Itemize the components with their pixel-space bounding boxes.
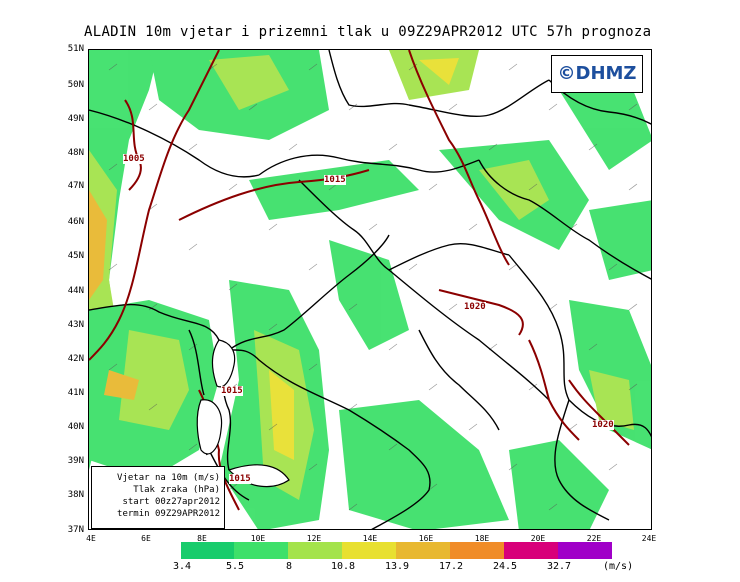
lat-label: 44N [67, 286, 84, 296]
lat-label: 50N [67, 80, 84, 90]
info-line: Vjetar na 10m (m/s) [117, 473, 220, 483]
wind-speed-shading [89, 50, 651, 529]
colorbar-label: 13.9 [384, 561, 410, 572]
lat-label: 45N [67, 251, 84, 261]
lon-label: 6E [141, 534, 151, 543]
isobars [89, 50, 630, 511]
colorbar-unit: (m/s) [603, 561, 634, 572]
lon-label: 18E [474, 534, 490, 543]
colorbar-segment [450, 542, 504, 559]
lat-label: 51N [67, 44, 84, 54]
colorbar-label: 17.2 [438, 561, 464, 572]
lon-label: 14E [362, 534, 378, 543]
colorbar-tail [558, 542, 612, 559]
islands [196, 339, 290, 488]
info-line: start 00z27apr2012 [122, 497, 220, 507]
lat-label: 46N [67, 217, 84, 227]
coastlines-borders [89, 50, 651, 529]
isobar-label: 1015 [221, 386, 243, 396]
lon-label: 16E [418, 534, 434, 543]
lon-label: 8E [197, 534, 207, 543]
wind-vectors [108, 63, 638, 511]
colorbar-label: 24.5 [492, 561, 518, 572]
lat-label: 49N [67, 114, 84, 124]
colorbar-segment [234, 542, 288, 559]
colorbar-segment [342, 542, 396, 559]
lon-label: 20E [530, 534, 546, 543]
lat-label: 40N [67, 422, 84, 432]
dhmz-logo: ©DHMZ [551, 55, 643, 93]
colorbar-label: 5.5 [225, 561, 245, 572]
colorbar-label: 3.4 [172, 561, 192, 572]
lat-label: 42N [67, 354, 84, 364]
forecast-map: 1005 1015 1015 1015 1020 1020 [88, 49, 652, 530]
isobar-label: 1020 [592, 420, 614, 430]
lat-label: 43N [67, 320, 84, 330]
map-canvas [89, 50, 651, 529]
colorbar-segment [396, 542, 450, 559]
isobar-label: 1020 [464, 302, 486, 312]
lat-label: 48N [67, 148, 84, 158]
lon-label: 12E [306, 534, 322, 543]
lat-label: 41N [67, 388, 84, 398]
lat-label: 37N [67, 525, 84, 535]
lon-label: 24E [641, 534, 657, 543]
colorbar-label: 32.7 [546, 561, 572, 572]
info-box: Vjetar na 10m (m/s) Tlak zraka (hPa) sta… [91, 466, 225, 529]
lon-label: 10E [250, 534, 266, 543]
map-title: ALADIN 10m vjetar i prizemni tlak u 09Z2… [84, 24, 652, 40]
colorbar-segment [504, 542, 558, 559]
isobar-label: 1015 [324, 175, 346, 185]
lat-label: 39N [67, 456, 84, 466]
lat-label: 38N [67, 490, 84, 500]
isobar-label: 1015 [229, 474, 251, 484]
lat-label: 47N [67, 181, 84, 191]
lon-label: 4E [86, 534, 96, 543]
colorbar-segment [288, 542, 342, 559]
info-line: Tlak zraka (hPa) [133, 485, 220, 495]
lon-label: 22E [586, 534, 602, 543]
isobar-label: 1005 [123, 154, 145, 164]
colorbar-segment [181, 542, 234, 559]
info-line: termin 09Z29APR2012 [117, 509, 220, 519]
colorbar-label: 10.8 [330, 561, 356, 572]
colorbar-label: 8 [285, 561, 293, 572]
